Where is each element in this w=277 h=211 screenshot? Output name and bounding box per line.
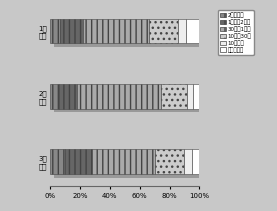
Bar bbox=[59, 84, 77, 108]
Bar bbox=[186, 19, 199, 43]
Bar bbox=[54, 88, 204, 112]
Bar bbox=[188, 84, 193, 108]
Bar bbox=[54, 153, 204, 178]
Bar bbox=[50, 84, 59, 108]
Legend: 2時間以上, 1時間～2時間, 30分～1時間, 10分～30分, 10分以下, 全くしない: 2時間以上, 1時間～2時間, 30分～1時間, 10分～30分, 10分以下,… bbox=[218, 10, 253, 55]
Bar bbox=[184, 149, 192, 174]
Bar bbox=[155, 149, 184, 174]
Bar bbox=[77, 84, 161, 108]
Bar bbox=[65, 149, 92, 174]
Bar bbox=[178, 19, 186, 43]
Bar bbox=[50, 149, 65, 174]
Bar bbox=[54, 22, 204, 47]
Bar bbox=[192, 149, 199, 174]
Bar bbox=[148, 19, 178, 43]
Bar bbox=[193, 84, 199, 108]
Bar bbox=[92, 149, 155, 174]
Bar bbox=[60, 19, 83, 43]
Bar bbox=[83, 19, 148, 43]
Bar bbox=[50, 19, 60, 43]
Bar bbox=[161, 84, 188, 108]
